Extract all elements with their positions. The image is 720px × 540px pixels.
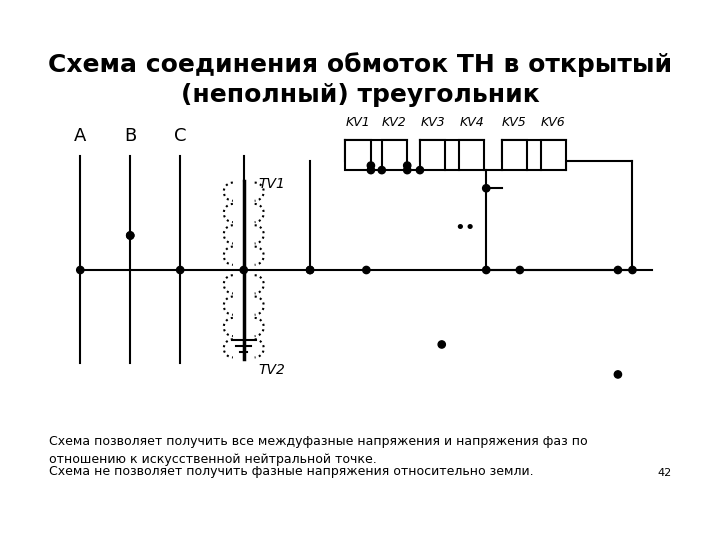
Circle shape bbox=[76, 266, 84, 274]
Text: KV5: KV5 bbox=[502, 116, 527, 129]
Text: ••: •• bbox=[454, 219, 476, 237]
Circle shape bbox=[614, 371, 621, 378]
Circle shape bbox=[363, 266, 370, 274]
Text: 42: 42 bbox=[657, 468, 672, 478]
Circle shape bbox=[240, 266, 248, 274]
Circle shape bbox=[127, 232, 134, 239]
Bar bbox=[420, 140, 446, 170]
Text: KV4: KV4 bbox=[459, 116, 484, 129]
Text: TV2: TV2 bbox=[258, 363, 285, 376]
Bar bbox=[541, 140, 566, 170]
Text: KV2: KV2 bbox=[382, 116, 407, 129]
Circle shape bbox=[176, 266, 184, 274]
Circle shape bbox=[127, 232, 134, 239]
Circle shape bbox=[416, 166, 423, 174]
Text: Схема не позволяет получить фазные напряжения относительно земли.: Схема не позволяет получить фазные напря… bbox=[50, 465, 534, 478]
Text: Схема соединения обмоток ТН в открытый
(неполный) треугольник: Схема соединения обмоток ТН в открытый (… bbox=[48, 52, 672, 106]
Text: KV1: KV1 bbox=[346, 116, 371, 129]
Circle shape bbox=[482, 185, 490, 192]
Bar bbox=[502, 140, 527, 170]
Circle shape bbox=[482, 266, 490, 274]
Circle shape bbox=[404, 166, 411, 174]
Bar bbox=[346, 140, 371, 170]
Text: A: A bbox=[74, 127, 86, 145]
Text: B: B bbox=[124, 127, 136, 145]
Bar bbox=[459, 140, 485, 170]
Text: KV3: KV3 bbox=[420, 116, 445, 129]
Text: KV6: KV6 bbox=[541, 116, 566, 129]
Circle shape bbox=[614, 266, 621, 274]
Circle shape bbox=[307, 266, 314, 274]
Text: Схема позволяет получить все междуфазные напряжения и напряжения фаз по
отношени: Схема позволяет получить все междуфазные… bbox=[50, 435, 588, 466]
Circle shape bbox=[516, 266, 523, 274]
Circle shape bbox=[307, 266, 314, 274]
Bar bbox=[382, 140, 408, 170]
Circle shape bbox=[404, 162, 411, 169]
Circle shape bbox=[367, 162, 374, 169]
Text: C: C bbox=[174, 127, 186, 145]
Circle shape bbox=[629, 266, 636, 274]
Circle shape bbox=[367, 166, 374, 174]
Circle shape bbox=[378, 166, 385, 174]
Circle shape bbox=[438, 341, 446, 348]
Text: TV1: TV1 bbox=[258, 177, 285, 191]
